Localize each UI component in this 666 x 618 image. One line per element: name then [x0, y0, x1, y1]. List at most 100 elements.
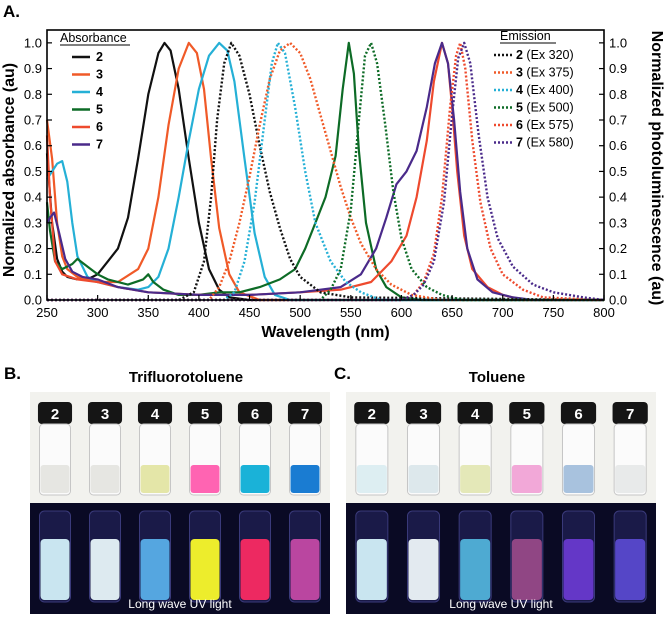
x-axis-label: Wavelength (nm)	[261, 324, 389, 341]
y-right-tick-label: 0.8	[609, 87, 627, 102]
x-axis-ticks: 250 300 350 400 450 500 550 600 650 700 750 800	[36, 295, 615, 320]
vial-solution	[408, 465, 439, 493]
uv-vial-glow	[90, 539, 120, 600]
y-right-tick-label: 0.2	[609, 241, 627, 256]
uv-vial-glow	[563, 539, 594, 600]
absorbance-line-4	[46, 41, 604, 302]
legend-entry-5: 5	[96, 103, 103, 117]
y-left-tick-label: 0.0	[24, 293, 42, 308]
y-left-tick-label: 1.0	[24, 35, 42, 50]
y-left-tick-label: 0.4	[24, 190, 42, 205]
vial-cap	[509, 402, 545, 424]
y-right-tick-label: 0.9	[609, 61, 627, 76]
absorbance-line-6	[45, 41, 604, 302]
emission-line-4	[47, 41, 604, 302]
vial-cap-label: 7	[626, 406, 634, 423]
legend-entry-text: (Ex 575)	[523, 118, 574, 132]
x-tick-label: 700	[492, 305, 514, 320]
vial-cap-label: 3	[101, 406, 109, 423]
vial-cap-label: 6	[251, 406, 259, 423]
vial-cap-label: 6	[574, 406, 582, 423]
vial-solution	[140, 465, 170, 493]
vial-solution	[290, 465, 320, 493]
panel-b-label: B.	[4, 364, 21, 383]
x-tick-label: 300	[87, 305, 109, 320]
emission-line-7	[47, 41, 605, 302]
x-tick-label: 750	[543, 305, 565, 320]
vial-solution	[190, 465, 220, 493]
daylight-background	[346, 392, 656, 503]
left-y-axis-label: Normalized absorbance (au)	[1, 63, 18, 277]
vial-cap	[187, 402, 223, 424]
emission-legend: Emission 2 (Ex 320)3 (Ex 375)4 (Ex 400)5…	[494, 29, 574, 150]
x-tick-label: 500	[289, 305, 311, 320]
photo-trifluorotoluene: 2 3 4 5 6 7 Long wave UV light	[30, 392, 330, 614]
y-right-tick-label: 0.1	[609, 267, 627, 282]
panel-b-title: Trifluorotoluene	[129, 369, 243, 386]
x-tick-label: 250	[36, 305, 58, 320]
y-left-tick-label: 0.1	[24, 267, 42, 282]
legend-entry-2: 2	[96, 50, 103, 64]
spectra-plot: 250 300 350 400 450 500 550 600 650 700 750 800 0.0…	[24, 29, 627, 320]
y-left-tick-label: 0.3	[24, 215, 42, 230]
emission-line-5	[47, 41, 604, 302]
vial-cap-label: 3	[419, 406, 427, 423]
y-right-tick-label: 0.4	[609, 190, 627, 205]
vial-cap	[287, 402, 323, 424]
uv-vial-glow	[140, 539, 170, 600]
uv-caption: Long wave UV light	[449, 597, 553, 611]
legend-entry-number: 5	[96, 103, 103, 117]
uv-vial-glow	[240, 539, 270, 600]
legend-entry-4: 4 (Ex 400)	[516, 83, 574, 97]
x-tick-label: 400	[188, 305, 210, 320]
y-right-tick-label: 0.5	[609, 164, 627, 179]
uv-background	[346, 503, 656, 614]
legend-entry-number: 4	[96, 85, 103, 99]
right-y-axis-ticks: 0.0 0.1 0.2 0.3 0.4 0.5 0.6 0.7 0.8 0.9 1.0	[599, 35, 627, 308]
uv-vial-glow	[460, 539, 491, 600]
emission-line-3	[47, 41, 604, 302]
vial-solution	[40, 465, 70, 493]
absorbance-line-3	[45, 41, 604, 302]
legend-entry-text: (Ex 375)	[523, 66, 574, 80]
left-y-axis-ticks: 0.0 0.1 0.2 0.3 0.4 0.5 0.6 0.7 0.8 0.9 1.0	[24, 35, 52, 308]
legend-entry-4: 4	[96, 85, 103, 99]
uv-vial-glow	[190, 539, 220, 600]
y-right-tick-label: 0.3	[609, 215, 627, 230]
y-left-tick-label: 0.6	[24, 138, 42, 153]
vial-cap-label: 4	[471, 406, 480, 423]
legend-entry-text: (Ex 320)	[523, 48, 574, 62]
vial-cap	[457, 402, 493, 424]
y-right-tick-label: 0.7	[609, 113, 627, 128]
legend-entry-5: 5 (Ex 500)	[516, 101, 574, 115]
emission-line-6	[47, 41, 605, 302]
legend-entry-number: 6	[516, 118, 523, 132]
photo-toluene: 2 3 4 5 6 7 Long wave UV light	[346, 392, 656, 614]
vial-cap	[137, 402, 173, 424]
uv-vial-glow	[40, 539, 70, 600]
emission-series-group	[47, 41, 605, 302]
vial-cap	[354, 402, 390, 424]
uv-vial-glow	[356, 539, 387, 600]
absorbance-line-2	[45, 41, 604, 302]
legend-entry-number: 3	[516, 66, 523, 80]
vial-cap	[612, 402, 648, 424]
x-tick-label: 650	[441, 305, 463, 320]
absorbance-series-group	[45, 41, 604, 302]
vial-solution	[615, 465, 646, 493]
panel-c-title: Toluene	[469, 369, 525, 386]
x-tick-label: 550	[340, 305, 362, 320]
vial-cap	[87, 402, 123, 424]
uv-vial-glow	[615, 539, 646, 600]
vial-cap-label: 5	[523, 406, 531, 423]
legend-entry-number: 7	[96, 138, 103, 152]
legend-entry-3: 3 (Ex 375)	[516, 66, 574, 80]
vial-cap	[237, 402, 273, 424]
legend-entry-7: 7 (Ex 580)	[516, 136, 574, 150]
emission-line-2	[47, 41, 605, 302]
legend-entry-text: (Ex 580)	[523, 136, 574, 150]
x-tick-label: 450	[239, 305, 261, 320]
y-right-tick-label: 0.0	[609, 293, 627, 308]
uv-vial-glow	[408, 539, 439, 600]
vial-cap	[405, 402, 442, 424]
